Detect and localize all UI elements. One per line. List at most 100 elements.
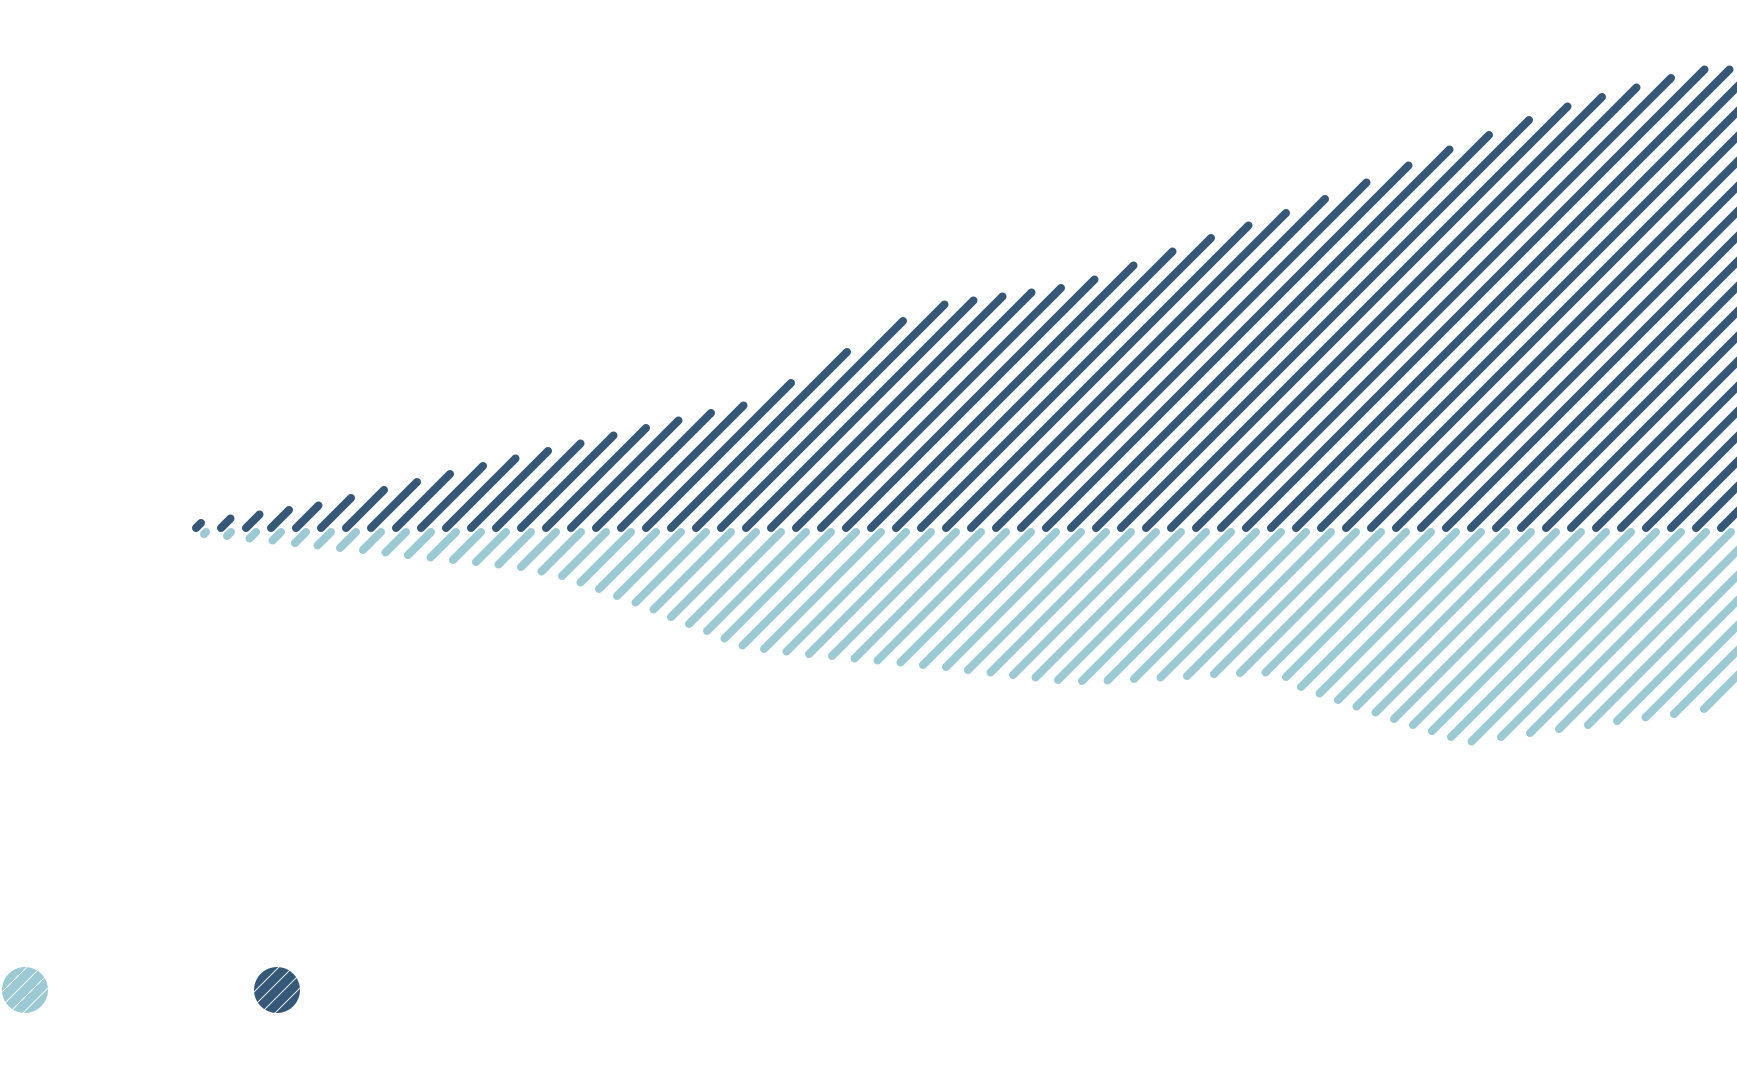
upper-hatch-line [542, 424, 650, 532]
lower-hatch-line [268, 528, 285, 545]
lower-hatch-line [1156, 528, 1310, 682]
lower-hatch-line [313, 528, 335, 550]
lower-hatch-line [1409, 528, 1610, 729]
upper-hatch-line [442, 454, 520, 532]
lower-hatch-line [942, 528, 1085, 671]
upper-hatch-line [267, 506, 293, 532]
upper-hatch-line [817, 284, 1065, 532]
lower-hatch-line [1352, 528, 1535, 711]
lower-hatch-line [1236, 528, 1385, 677]
upper-hatch-line [1217, 74, 1675, 532]
upper-hatch-line [842, 275, 1099, 532]
lower-hatch-line [1282, 528, 1435, 681]
lower-hatch-line [805, 528, 935, 658]
upper-hatch-line [1542, 331, 1737, 532]
lower-hatch-line [1210, 528, 1360, 678]
lower-hatch-line [828, 528, 960, 660]
lower-hatch-line [200, 528, 210, 538]
upper-hatch-line [342, 486, 388, 532]
upper-hatch-line [317, 494, 355, 532]
upper-hatch-line [1417, 206, 1737, 532]
upper-hatch-line [742, 296, 978, 532]
upper-hatch-line [417, 462, 487, 532]
lower-hatch-line [1297, 528, 1460, 691]
upper-hatch-line [1042, 161, 1413, 532]
upper-hatch-line [892, 247, 1177, 532]
lower-hatch-line [1390, 528, 1585, 723]
lower-hatch-line [986, 528, 1135, 677]
upper-hatch-line [692, 317, 907, 532]
upper-hatch-line [367, 478, 421, 532]
lower-hatch-line [1497, 528, 1710, 741]
lower-hatch-line [1428, 528, 1635, 735]
upper-hatch-line [192, 519, 205, 532]
upper-hatch-line [467, 447, 552, 532]
lower-hatch-line [919, 528, 1060, 669]
lower-hatch-line [760, 528, 885, 653]
upper-hatch-line [1167, 93, 1606, 532]
legend-hatch-line [32, 967, 48, 1013]
lower-hatch-line [685, 528, 785, 628]
lower-hatch-line [381, 528, 410, 557]
lower-hatch-line [649, 528, 735, 614]
lower-hatch-line [245, 528, 260, 543]
lower-hatch-line [720, 528, 835, 643]
lower-hatch-line [494, 528, 535, 569]
upper-hatch-line [1242, 65, 1709, 532]
upper-hatch-line [1017, 178, 1371, 532]
lower-hatch-line [1315, 528, 1485, 698]
upper-hatch-line [1492, 281, 1737, 532]
legend-hatch-line [4, 967, 48, 1013]
lower-hatch-line [517, 528, 560, 571]
lower-hatch-line [703, 528, 810, 635]
upper-hatch-line [1117, 116, 1533, 532]
upper-hatch-line [717, 300, 949, 532]
upper-hatch-line [617, 401, 748, 532]
lower-hatch-line [850, 528, 985, 663]
lower-hatch-line [896, 528, 1035, 667]
upper-hatch-line [1292, 81, 1737, 532]
lower-hatch-line [1467, 528, 1685, 746]
legend-hatch-line [254, 967, 284, 1013]
upper-hatch-line [492, 439, 585, 532]
lower-hatch-line [1054, 528, 1210, 684]
lower-hatch-line [1555, 545, 1737, 733]
lower-hatch-line [1371, 528, 1560, 717]
series-lower-hatch [200, 528, 1737, 746]
lower-hatch-line [291, 528, 310, 547]
upper-hatch-line [1367, 156, 1737, 532]
upper-hatch-line [242, 510, 264, 532]
lower-hatch-line [1447, 528, 1660, 741]
upper-hatch-line [917, 234, 1215, 532]
lower-hatch-line [223, 528, 235, 540]
upper-hatch-line [867, 261, 1138, 532]
lower-hatch-line [782, 528, 910, 656]
upper-hatch-line [292, 501, 323, 532]
lower-hatch-line [1183, 528, 1335, 680]
upper-hatch-line [517, 431, 618, 532]
legend-hatch-line [284, 967, 300, 1013]
lower-hatch-line [472, 528, 510, 566]
upper-hatch-line [567, 416, 683, 532]
upper-hatch-line [967, 209, 1290, 532]
lower-hatch-line [1334, 528, 1510, 704]
upper-hatch-line [1192, 83, 1641, 532]
lower-hatch-line [1584, 570, 1737, 729]
lower-hatch-line [667, 528, 760, 621]
upper-hatch-line [992, 195, 1329, 532]
series-upper-hatch [192, 65, 1737, 532]
lower-hatch-line [1078, 528, 1235, 685]
legend-swatch-upper [254, 967, 300, 1013]
legend [2, 967, 300, 1013]
legend-hatch-line [254, 967, 300, 1013]
upper-hatch-line [1567, 356, 1737, 532]
upper-hatch-line [1442, 231, 1737, 532]
upper-hatch-line [1517, 306, 1737, 532]
lower-hatch-line [964, 528, 1110, 674]
legend-hatch-line [2, 967, 32, 1013]
lower-hatch-line [576, 528, 635, 587]
lower-hatch-line [613, 528, 685, 600]
lower-hatch-line [1103, 528, 1260, 685]
lower-hatch-line [1261, 528, 1410, 677]
